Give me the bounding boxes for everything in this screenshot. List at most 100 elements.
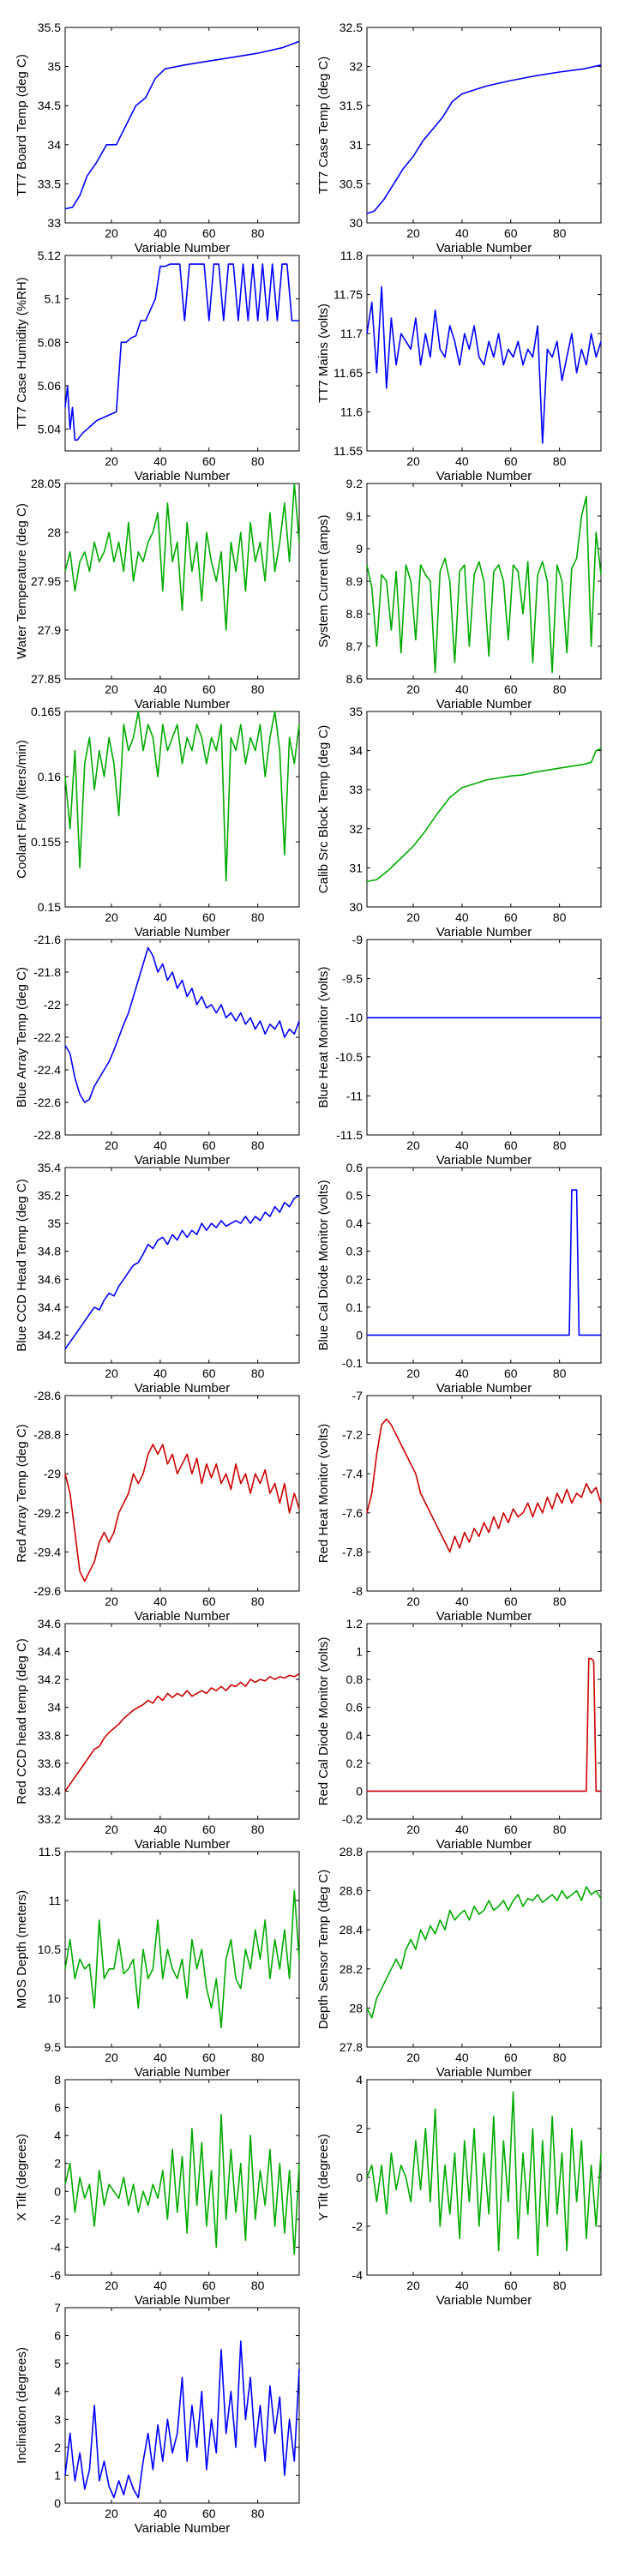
chart-panel: 20 40 60 80 -29.6 -29.4 -29.2 -29 -28.8 -28.6 Vari… bbox=[15, 1389, 300, 1624]
y-tick-label: 3 bbox=[54, 2412, 61, 2426]
y-tick-label: 0.2 bbox=[346, 1756, 364, 1770]
y-tick-label: 34 bbox=[349, 744, 363, 758]
y-axis-label: Red Heat Monitor (volts) bbox=[316, 1424, 331, 1564]
x-tick-label: 60 bbox=[202, 454, 216, 468]
series-line bbox=[366, 285, 602, 444]
x-tick-label: 80 bbox=[251, 682, 265, 696]
y-tick-label: 5.04 bbox=[38, 423, 61, 436]
y-tick-label: 0.16 bbox=[38, 770, 61, 784]
y-tick-label: 1.2 bbox=[346, 1617, 364, 1630]
y-tick-label: 1 bbox=[54, 2468, 61, 2482]
y-tick-label: 34 bbox=[47, 1701, 61, 1714]
x-tick-label: 80 bbox=[553, 454, 567, 468]
y-tick-label: 10.5 bbox=[38, 1943, 61, 1956]
series-line bbox=[64, 711, 300, 882]
y-tick-label: 0.4 bbox=[346, 1216, 364, 1230]
y-tick-label: 5.08 bbox=[38, 335, 61, 349]
series-line bbox=[64, 483, 300, 631]
series-line bbox=[367, 1189, 601, 1336]
x-axis-label: Variable Number bbox=[436, 469, 532, 483]
y-tick-label: 35 bbox=[47, 1216, 61, 1230]
x-tick-label: 60 bbox=[202, 1366, 216, 1380]
y-axis-label: Inclination (degrees) bbox=[15, 2347, 29, 2464]
x-tick-label: 20 bbox=[406, 1138, 420, 1152]
x-tick-label: 20 bbox=[406, 1822, 420, 1836]
y-tick-label: 31 bbox=[349, 861, 363, 874]
y-tick-label: -22.8 bbox=[33, 1128, 61, 1142]
y-tick-label: 7 bbox=[54, 2301, 61, 2315]
y-axis-label: Y Tilt (degrees) bbox=[316, 2134, 331, 2220]
y-tick-label: 34.2 bbox=[38, 1328, 61, 1342]
series-line bbox=[367, 1657, 601, 1792]
y-tick-label: 30.5 bbox=[340, 177, 363, 190]
y-tick-label: 31 bbox=[349, 138, 363, 152]
y-tick-label: 8.9 bbox=[346, 574, 364, 588]
x-tick-label: 40 bbox=[455, 1138, 469, 1152]
plot-frame bbox=[64, 1167, 300, 1364]
y-tick-label: 4 bbox=[356, 2073, 363, 2087]
x-tick-label: 80 bbox=[553, 1822, 567, 1836]
plot-frame bbox=[64, 2307, 300, 2504]
x-tick-label: 40 bbox=[153, 1594, 167, 1608]
y-tick-label: -9 bbox=[352, 933, 364, 946]
y-tick-label: 0 bbox=[356, 1784, 363, 1798]
x-tick-label: 40 bbox=[153, 226, 167, 240]
x-tick-label: 60 bbox=[202, 1138, 216, 1152]
x-tick-label: 40 bbox=[153, 2279, 167, 2292]
chart-panel: 20 40 60 80 -4 -2 0 2 4 Variable Number Y Tilt (de… bbox=[316, 2073, 602, 2308]
y-tick-label: 11.7 bbox=[340, 327, 363, 340]
x-tick-label: 80 bbox=[251, 1366, 265, 1380]
y-tick-label: 8.6 bbox=[346, 672, 364, 686]
y-tick-label: 34.4 bbox=[38, 1645, 61, 1659]
plot-frame bbox=[366, 2079, 602, 2276]
y-tick-label: 33 bbox=[349, 783, 363, 796]
x-tick-label: 60 bbox=[202, 2507, 216, 2520]
x-tick-label: 40 bbox=[153, 910, 167, 924]
y-tick-label: 28 bbox=[47, 525, 61, 539]
y-axis-label: Depth Sensor Temp (deg C) bbox=[316, 1870, 331, 2029]
x-tick-label: 80 bbox=[553, 1366, 567, 1380]
x-axis-label: Variable Number bbox=[436, 697, 532, 712]
x-tick-label: 20 bbox=[105, 226, 118, 240]
y-tick-label: 34.2 bbox=[38, 1672, 61, 1686]
y-axis-label: TT7 Case Temp (deg C) bbox=[316, 57, 331, 195]
x-axis-label: Variable Number bbox=[436, 241, 532, 255]
plot-frame bbox=[64, 1851, 300, 2048]
x-tick-label: 80 bbox=[251, 454, 265, 468]
x-axis-label: Variable Number bbox=[135, 1837, 230, 1852]
y-tick-label: 9.1 bbox=[346, 509, 364, 523]
x-axis-label: Variable Number bbox=[436, 2065, 532, 2080]
x-tick-label: 60 bbox=[202, 682, 216, 696]
x-tick-label: 20 bbox=[105, 1366, 118, 1380]
y-tick-label: -0.2 bbox=[342, 1812, 363, 1826]
x-tick-label: 60 bbox=[202, 2279, 216, 2292]
x-tick-label: 80 bbox=[251, 1138, 265, 1152]
y-tick-label: 5 bbox=[54, 2357, 61, 2370]
chart-panel: 20 40 60 80 0 1 2 3 4 5 6 7 Variable Number Inclinati… bbox=[15, 2301, 300, 2536]
x-tick-label: 40 bbox=[153, 1822, 167, 1836]
y-tick-label: 32 bbox=[349, 60, 363, 74]
x-tick-label: 60 bbox=[202, 1822, 216, 1836]
y-axis-label: Blue Cal Diode Monitor (volts) bbox=[316, 1180, 331, 1350]
x-tick-label: 60 bbox=[504, 1138, 518, 1152]
x-tick-label: 20 bbox=[105, 2279, 118, 2292]
x-tick-label: 40 bbox=[455, 1366, 469, 1380]
x-tick-label: 40 bbox=[455, 2051, 469, 2064]
x-tick-label: 60 bbox=[504, 1366, 518, 1380]
x-tick-label: 20 bbox=[406, 1366, 420, 1380]
x-tick-label: 20 bbox=[105, 1822, 118, 1836]
y-tick-label: 33.5 bbox=[38, 177, 61, 190]
x-tick-label: 60 bbox=[202, 2051, 216, 2064]
y-tick-label: 5.12 bbox=[38, 249, 61, 262]
series-line bbox=[64, 1444, 300, 1582]
y-tick-label: 8 bbox=[54, 2073, 61, 2087]
y-tick-label: -10 bbox=[346, 1011, 363, 1024]
y-tick-label: 11.55 bbox=[334, 444, 363, 458]
y-tick-label: 4 bbox=[54, 2129, 61, 2142]
x-tick-label: 80 bbox=[251, 2051, 265, 2064]
y-tick-label: -9.5 bbox=[342, 972, 363, 986]
x-tick-label: 40 bbox=[153, 2507, 167, 2520]
x-tick-label: 40 bbox=[455, 1594, 469, 1608]
x-tick-label: 80 bbox=[553, 226, 567, 240]
